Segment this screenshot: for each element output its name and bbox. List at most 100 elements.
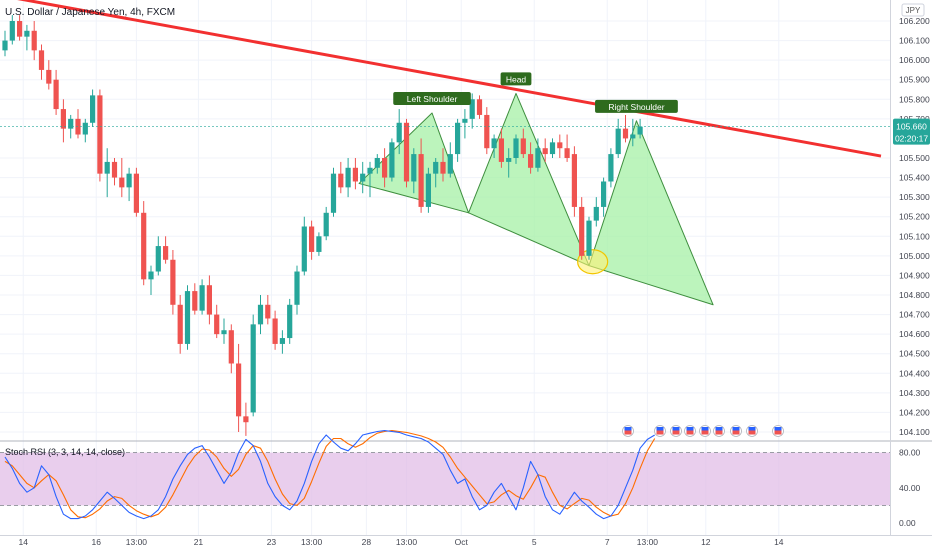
indicator-label[interactable]: Stoch RSI (3, 3, 14, 14, close) bbox=[5, 447, 125, 457]
candle-body bbox=[367, 167, 373, 174]
candle-body bbox=[637, 126, 643, 135]
candle-body bbox=[9, 21, 15, 41]
price-axis[interactable]: 106.200106.100106.000105.900105.800105.7… bbox=[899, 16, 930, 437]
candle-body bbox=[265, 304, 271, 319]
candle bbox=[309, 220, 315, 260]
candle bbox=[60, 99, 66, 143]
flag-icon[interactable] bbox=[699, 425, 711, 437]
candle-body bbox=[557, 142, 563, 149]
indicator-tick-label: 0.00 bbox=[899, 518, 916, 528]
candle-body bbox=[615, 128, 621, 155]
candle bbox=[608, 148, 614, 188]
last-price-box bbox=[893, 118, 930, 145]
event-markers[interactable] bbox=[622, 425, 784, 437]
candle-body bbox=[104, 161, 110, 174]
candle bbox=[133, 167, 139, 217]
candle-body bbox=[38, 50, 45, 70]
candle-body bbox=[433, 161, 439, 174]
candle bbox=[528, 142, 534, 174]
candle bbox=[141, 201, 147, 286]
flag-icon[interactable] bbox=[746, 425, 758, 437]
stoch-rsi-lines bbox=[4, 430, 656, 520]
candle bbox=[82, 118, 88, 143]
candle-body bbox=[608, 154, 614, 182]
candle bbox=[433, 158, 439, 188]
flag-icon[interactable] bbox=[713, 425, 725, 437]
candle bbox=[557, 134, 563, 158]
candle bbox=[316, 232, 322, 256]
currency-badge-label: JPY bbox=[906, 6, 921, 15]
currency-badge[interactable]: JPY bbox=[901, 3, 925, 17]
price-tick-label: 104.500 bbox=[899, 349, 930, 359]
time-tick-label: Oct bbox=[455, 537, 469, 547]
candle bbox=[177, 295, 183, 354]
candle-body bbox=[622, 128, 629, 139]
candle-body bbox=[60, 109, 66, 129]
candle-body bbox=[126, 173, 132, 188]
price-tick-label: 105.000 bbox=[899, 251, 930, 261]
indicator-axis[interactable]: 80.00 40.00 0.00 bbox=[899, 448, 921, 528]
price-pane[interactable]: Left Shoulder Head Right Shoulder bbox=[0, 0, 890, 437]
candle bbox=[345, 158, 351, 198]
price-tick-label: 105.100 bbox=[899, 231, 930, 241]
candle bbox=[214, 304, 220, 339]
candle bbox=[549, 138, 556, 158]
trendline-group[interactable] bbox=[0, 0, 882, 158]
candle bbox=[90, 89, 96, 127]
flag-icon[interactable] bbox=[670, 425, 682, 437]
candle bbox=[440, 148, 446, 182]
candle bbox=[330, 167, 337, 217]
candle bbox=[243, 402, 249, 436]
candle bbox=[615, 118, 621, 158]
candle-body bbox=[462, 118, 468, 123]
candle bbox=[637, 118, 643, 139]
candle bbox=[374, 154, 380, 174]
flag-icon[interactable] bbox=[654, 425, 666, 437]
price-tick-label: 105.200 bbox=[899, 212, 930, 222]
time-tick-label: 14 bbox=[19, 537, 29, 547]
candle-body bbox=[323, 212, 329, 237]
candle-body bbox=[542, 148, 548, 155]
candle-body bbox=[455, 122, 461, 155]
time-axis[interactable]: 14 16 13:00 21 23 13:00 28 13:00 Oct 5 7 13:00 12 14 bbox=[19, 537, 784, 547]
candle bbox=[17, 15, 23, 41]
time-tick-label: 13:00 bbox=[126, 537, 148, 547]
flag-icon[interactable] bbox=[772, 425, 784, 437]
candle-body bbox=[549, 142, 556, 155]
candle-body bbox=[579, 206, 585, 256]
flag-icon[interactable] bbox=[622, 425, 634, 437]
candle bbox=[535, 138, 541, 172]
candle bbox=[462, 109, 468, 139]
candle-body bbox=[97, 95, 103, 174]
candle-body bbox=[447, 154, 453, 174]
candle-body bbox=[484, 114, 490, 149]
pattern-labels: Left Shoulder Head Right Shoulder bbox=[393, 72, 678, 113]
flag-icon[interactable] bbox=[684, 425, 696, 437]
price-tick-label: 105.500 bbox=[899, 153, 930, 163]
candle-body bbox=[630, 134, 636, 139]
candle bbox=[491, 134, 497, 158]
stoch-rsi-pane[interactable]: Stoch RSI (3, 3, 14, 14, close) bbox=[0, 430, 890, 520]
flag-icon[interactable] bbox=[730, 425, 742, 437]
candle-body bbox=[593, 206, 599, 221]
candle-body bbox=[506, 158, 512, 162]
candle bbox=[447, 142, 453, 178]
indicator-tick-label: 80.00 bbox=[899, 448, 921, 458]
candle-body bbox=[243, 416, 249, 423]
symbol-title[interactable]: U.S. Dollar / Japanese Yen, 4h, FXCM bbox=[5, 7, 175, 18]
pattern-label-box bbox=[595, 99, 678, 113]
candle-body bbox=[360, 173, 366, 182]
candle bbox=[2, 30, 8, 57]
candle-body bbox=[141, 212, 147, 280]
candle bbox=[68, 114, 74, 139]
candle-body bbox=[513, 138, 519, 158]
candle bbox=[199, 279, 205, 315]
candle bbox=[206, 275, 212, 325]
trendline[interactable] bbox=[0, 0, 882, 158]
candle-body bbox=[309, 226, 315, 252]
pattern-label-box bbox=[500, 72, 532, 86]
candle-body bbox=[148, 271, 154, 280]
candle bbox=[425, 167, 431, 213]
